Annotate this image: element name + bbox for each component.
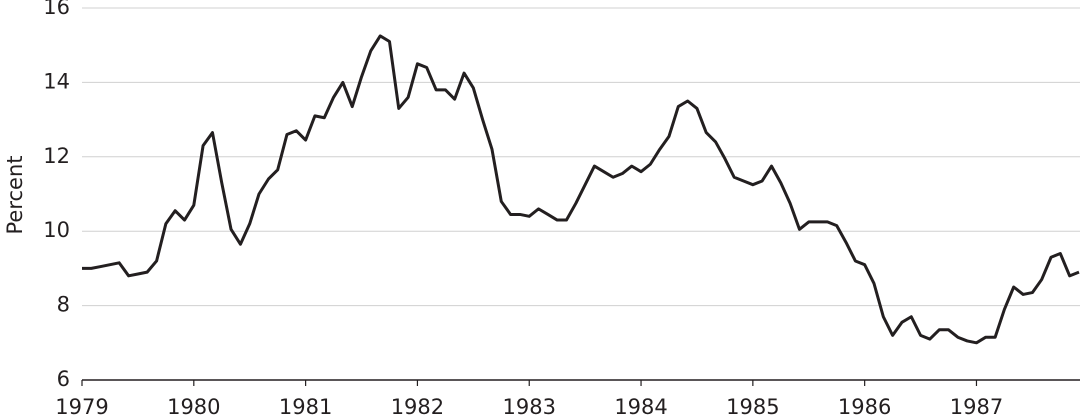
y-tick-label: 10 (43, 218, 70, 242)
x-tick-label: 1984 (614, 395, 667, 419)
x-tick-label: 1982 (391, 395, 444, 419)
y-axis-label: Percent (3, 155, 27, 234)
x-tick-label: 1979 (55, 395, 108, 419)
x-tick-label: 1983 (503, 395, 556, 419)
y-tick-label: 12 (43, 144, 70, 168)
x-tick-label: 1985 (726, 395, 779, 419)
y-tick-label: 16 (43, 0, 70, 19)
x-tick-label: 1980 (167, 395, 220, 419)
x-tick-label: 1987 (950, 395, 1003, 419)
y-tick-label: 6 (57, 367, 70, 391)
y-tick-label: 14 (43, 69, 70, 93)
series-line (82, 34, 1080, 345)
x-tick-label: 1981 (279, 395, 332, 419)
x-tick-label: 1986 (838, 395, 891, 419)
y-tick-label: 8 (57, 293, 70, 317)
